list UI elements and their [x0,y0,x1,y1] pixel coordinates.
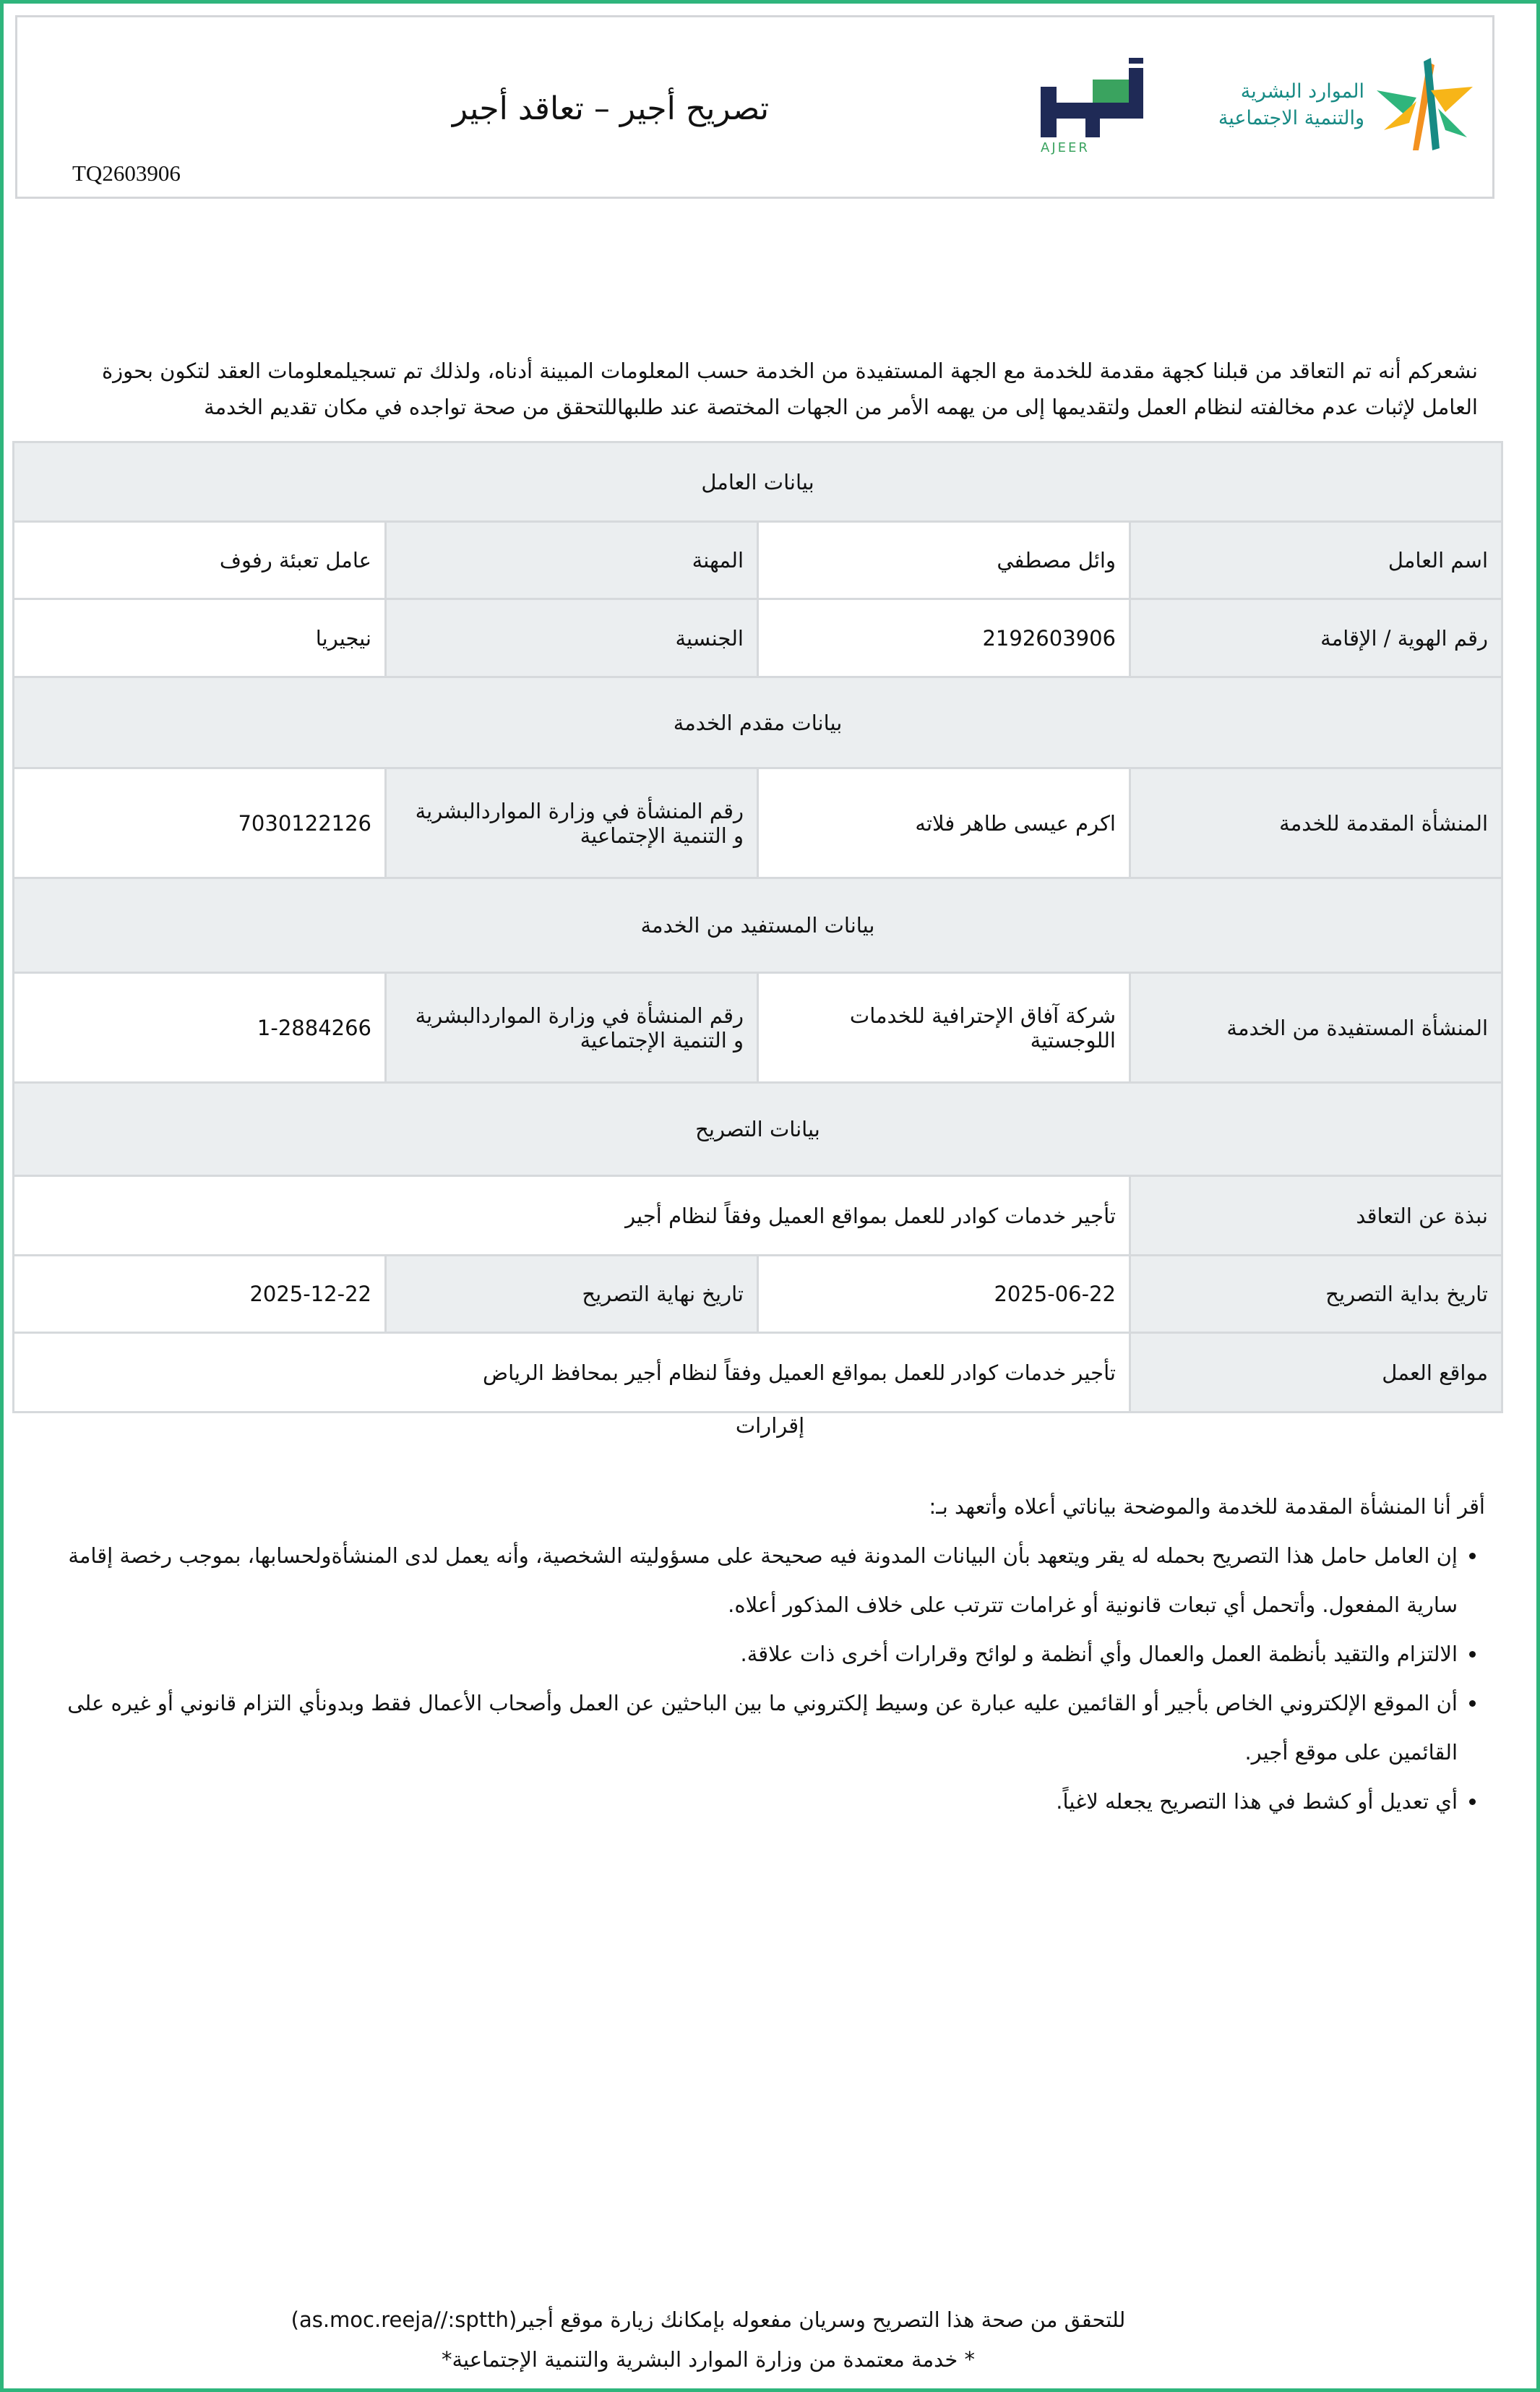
id-label: رقم الهوية / الإقامة [1129,598,1503,678]
declarations: أقر أنا المنشأة المقدمة للخدمة والموضحة … [58,1482,1485,1826]
section-permit: بيانات التصريح [12,1081,1503,1177]
job-value: عامل تعبئة رفوف [12,520,387,600]
declarations-title: إقرارات [735,1413,805,1438]
section-worker: بيانات العامل [12,441,1503,523]
section-provider: بيانات مقدم الخدمة [12,676,1503,769]
declaration-item: أن الموقع الإلكتروني الخاص بأجير أو القا… [58,1679,1458,1777]
svg-text:والتنمية الاجتماعية: والتنمية الاجتماعية [1218,107,1364,129]
svg-text:الموارد البشرية: الموارد البشرية [1241,80,1364,103]
header-box [15,15,1494,199]
provider-org: اكرم عيسى طاهر فلاته [757,767,1131,879]
declaration-item: أي تعديل أو كشط في هذا التصريح يجعله لاغ… [58,1777,1458,1826]
declaration-item: الالتزام والتقيد بأنظمة العمل والعمال وأ… [58,1629,1458,1679]
provider-org-label: المنشأة المقدمة للخدمة [1129,767,1503,879]
start-date-label: تاريخ بداية التصريح [1129,1254,1503,1334]
locations-value: تأجير خدمات كوادر للعمل بمواقع العميل وف… [12,1332,1131,1413]
reference-number: TQ2603906 [72,160,181,186]
ministry-note: * خدمة معتمدة من وزارة الموارد البشرية و… [442,2347,975,2372]
permit-table: بيانات العامل اسم العامل وائل مصطفي المه… [12,441,1503,1413]
intro-paragraph: نشعركم أنه تم التعاقد من قبلنا كجهة مقدم… [101,359,1478,419]
worker-name-label: اسم العامل [1129,520,1503,600]
nationality-value: نيجيريا [12,598,387,678]
nationality-label: الجنسية [384,598,759,678]
summary-value: تأجير خدمات كوادر للعمل بمواقع العميل وف… [12,1175,1131,1256]
provider-reg: 7030122126 [12,767,387,879]
verify-note: للتحقق من صحة هذا التصريح وسريان مفعوله … [291,2307,1126,2332]
job-label: المهنة [384,520,759,600]
end-date: 2025-12-22 [12,1254,387,1334]
summary-label: نبذة عن التعاقد [1129,1175,1503,1256]
declaration-item: إن العامل حامل هذا التصريح بحمله له يقر … [58,1531,1458,1629]
worker-name: وائل مصطفي [757,520,1131,600]
section-beneficiary: بيانات المستفيد من الخدمة [12,877,1503,974]
start-date: 2025-06-22 [757,1254,1131,1334]
provider-reg-label: رقم المنشأة في وزارة المواردالبشرية و ال… [384,767,759,879]
ajeer-logo: AJEER [1041,58,1143,155]
page-title: تصريح أجير – تعاقد أجير [452,90,770,127]
beneficiary-org: شركة آفاق الإحترافية للخدمات اللوجستية [757,972,1131,1084]
id-value: 2192603906 [757,598,1131,678]
beneficiary-reg: 1-2884266 [12,972,387,1084]
declarations-intro: أقر أنا المنشأة المقدمة للخدمة والموضحة … [929,1494,1485,1519]
end-date-label: تاريخ نهاية التصريح [384,1254,759,1334]
beneficiary-org-label: المنشأة المستفيدة من الخدمة [1129,972,1503,1084]
svg-text:AJEER: AJEER [1041,140,1090,155]
beneficiary-reg-label: رقم المنشأة في وزارة المواردالبشرية و ال… [384,972,759,1084]
locations-label: مواقع العمل [1129,1332,1503,1413]
ministry-logo: الموارد البشرية والتنمية الاجتماعية [1218,58,1473,150]
